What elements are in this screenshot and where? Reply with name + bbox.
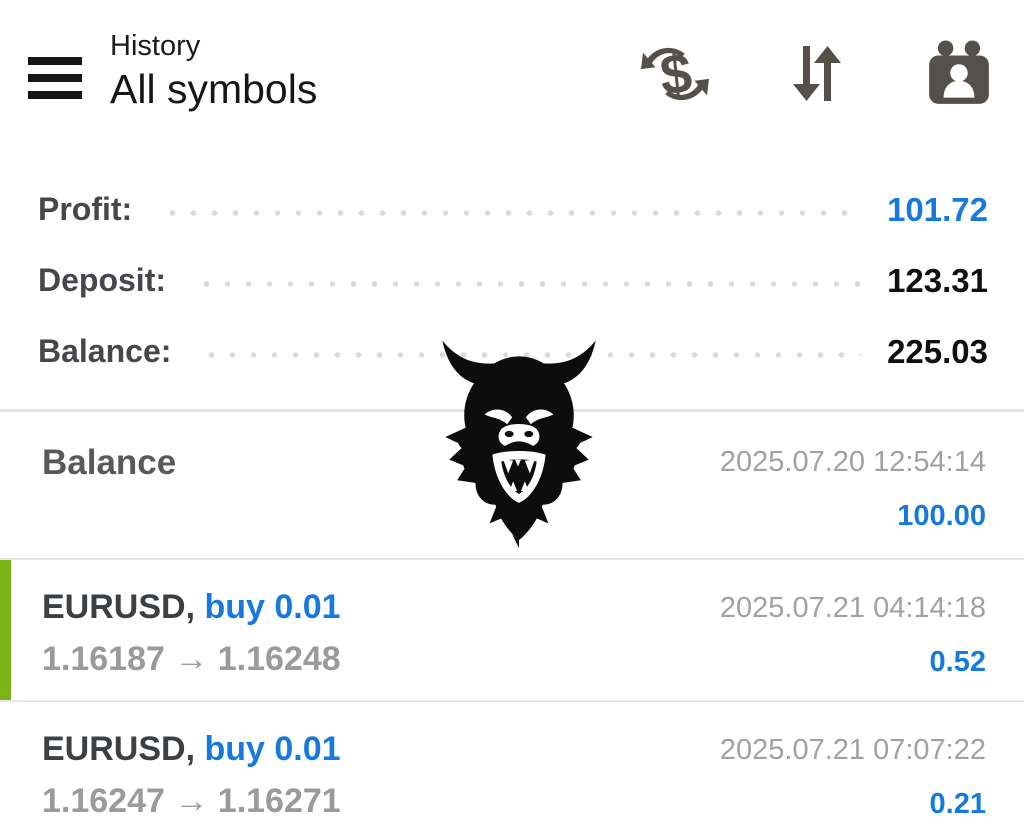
trade-headline: EURUSD, buy 0.01 xyxy=(42,580,341,628)
symbols-filter-label: All symbols xyxy=(110,66,318,112)
trade-symbol: EURUSD, xyxy=(42,588,196,626)
history-row-trade-1[interactable]: EURUSD, buy 0.01 1.16187 → 1.16248 2025.… xyxy=(0,558,1024,700)
profit-label: Profit: xyxy=(38,191,133,227)
title-block[interactable]: History All symbols xyxy=(110,28,317,114)
dotted-leader xyxy=(201,349,862,360)
trade-prices: 1.16187 → 1.16248 xyxy=(42,640,341,678)
summary-row-deposit: Deposit: 123.31 xyxy=(0,245,1024,316)
dotted-leader xyxy=(196,278,862,289)
history-row-trade-2[interactable]: EURUSD, buy 0.01 1.16247 → 1.16271 2025.… xyxy=(0,700,1024,830)
menu-bar xyxy=(28,57,82,65)
summary-row-balance: Balance: 225.03 xyxy=(0,316,1024,387)
menu-bar xyxy=(28,74,82,82)
row-datetime: 2025.07.20 12:54:14 xyxy=(719,446,986,478)
trade-headline: EURUSD, buy 0.01 xyxy=(42,722,341,770)
balance-label: Balance: xyxy=(38,333,172,369)
header: History All symbols $ xyxy=(0,0,1024,142)
row-amount: 0.52 xyxy=(929,646,986,678)
dotted-leader xyxy=(162,207,862,218)
deposit-label: Deposit: xyxy=(38,262,166,298)
row-datetime: 2025.07.21 04:14:18 xyxy=(719,592,986,624)
currency-exchange-icon[interactable]: $ xyxy=(640,39,710,109)
row-amount: 100.00 xyxy=(897,500,986,532)
header-icons: $ xyxy=(640,39,994,109)
menu-icon[interactable] xyxy=(28,57,82,99)
menu-bar xyxy=(28,91,82,99)
row-datetime: 2025.07.21 07:07:22 xyxy=(719,734,986,766)
balance-value: 225.03 xyxy=(887,332,988,370)
calendar-contact-icon[interactable] xyxy=(924,39,994,109)
deposit-value: 123.31 xyxy=(887,261,988,299)
trade-side: buy 0.01 xyxy=(204,588,341,626)
sort-transfer-icon[interactable] xyxy=(782,39,852,109)
row-amount: 0.21 xyxy=(929,788,986,820)
history-list: Balance 2025.07.20 12:54:14 100.00 EURUS… xyxy=(0,412,1024,830)
account-summary: Profit: 101.72 Deposit: 123.31 Balance: … xyxy=(0,142,1024,412)
trade-prices: 1.16247 → 1.16271 xyxy=(42,782,341,820)
row-title: Balance xyxy=(42,443,177,482)
history-row-balance[interactable]: Balance 2025.07.20 12:54:14 100.00 xyxy=(0,412,1024,558)
trade-side: buy 0.01 xyxy=(204,730,341,768)
profit-value: 101.72 xyxy=(887,190,988,228)
page-title: History xyxy=(110,30,201,62)
trade-symbol: EURUSD, xyxy=(42,730,196,768)
summary-row-profit: Profit: 101.72 xyxy=(0,174,1024,245)
